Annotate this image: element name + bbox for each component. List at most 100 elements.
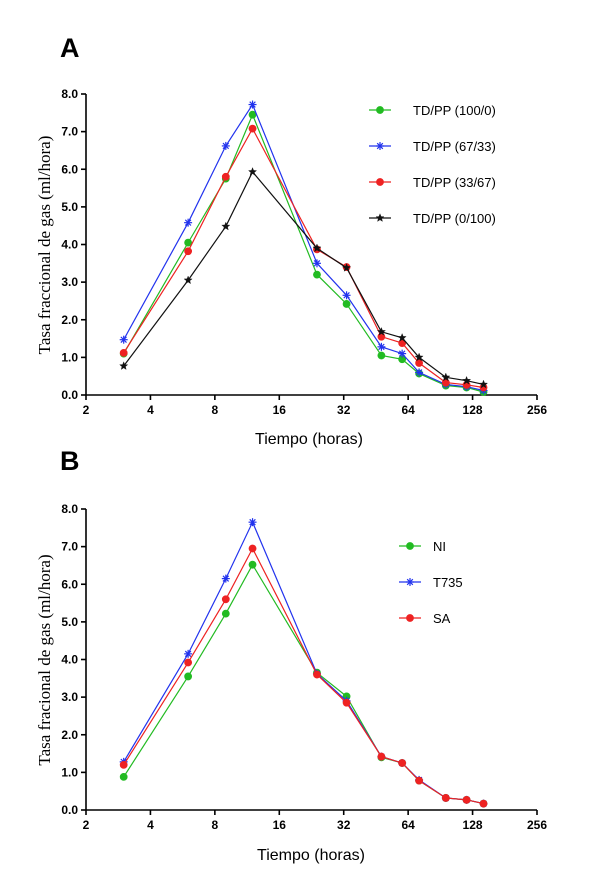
legend-label: TD/PP (33/67) xyxy=(413,175,496,190)
data-point xyxy=(377,752,386,761)
y-tick-label: 7.0 xyxy=(61,540,78,554)
x-tick-label: 4 xyxy=(147,403,154,417)
series-2 xyxy=(119,544,488,808)
data-point xyxy=(377,351,386,360)
y-tick-label: 4.0 xyxy=(61,238,78,252)
y-tick-label: 8.0 xyxy=(61,502,78,516)
data-point-stroke xyxy=(184,650,192,658)
y-tick-label: 2.0 xyxy=(61,313,78,327)
series-line xyxy=(123,547,484,805)
x-tick-label: 64 xyxy=(401,403,415,417)
data-point xyxy=(342,263,352,272)
y-tick-label: 3.0 xyxy=(61,275,78,289)
data-point xyxy=(119,772,128,781)
legend-label: TD/PP (0/100) xyxy=(413,211,496,226)
x-axis-label-b: Tiempo (horas) xyxy=(257,847,365,864)
data-point-stroke xyxy=(415,369,423,376)
data-point-stroke xyxy=(222,575,230,582)
x-tick-label: 16 xyxy=(273,818,287,832)
y-tick-label: 5.0 xyxy=(61,200,78,214)
data-point xyxy=(119,348,128,357)
data-point xyxy=(441,794,450,802)
legend-marker xyxy=(376,106,384,114)
data-point xyxy=(377,332,386,341)
legend-entry: TD/PP (33/67) xyxy=(369,175,496,190)
panel-label-b: B xyxy=(60,446,80,476)
series-layer-b xyxy=(119,518,488,808)
series-1 xyxy=(119,518,488,808)
data-point xyxy=(248,100,257,109)
data-point xyxy=(184,247,193,256)
data-point xyxy=(184,672,193,681)
data-point xyxy=(377,342,386,351)
data-point xyxy=(462,795,471,804)
legend-entry: SA xyxy=(399,611,451,626)
data-point xyxy=(248,544,257,553)
legend-label: SA xyxy=(433,611,451,626)
data-point xyxy=(397,333,407,342)
y-axis-label-b: Tasa fracional de gas (ml/hora) xyxy=(35,554,54,765)
y-tick-label: 0.0 xyxy=(61,803,78,817)
data-point xyxy=(312,243,322,253)
data-point xyxy=(376,327,386,336)
legend-label: T735 xyxy=(433,575,463,590)
y-tick-label: 6.0 xyxy=(61,577,78,591)
x-tick-label: 256 xyxy=(527,818,547,832)
legend-marker xyxy=(376,178,384,186)
axes-b: 0.0 1.0 2.0 3.0 4.0 5.0 6.0 7.0 8.0 2 4 8 16 32 64 128 2… xyxy=(61,502,547,832)
legend-marker xyxy=(406,614,414,622)
legend-a: TD/PP (100/0) TD/PP (67/33) TD/PP (33/67) T… xyxy=(369,103,496,226)
data-point-stroke xyxy=(313,260,321,267)
y-tick-label: 1.0 xyxy=(61,350,78,364)
data-point-stroke xyxy=(249,101,256,108)
data-point xyxy=(248,167,258,176)
data-point xyxy=(221,574,230,583)
data-point xyxy=(398,349,407,358)
data-point xyxy=(479,379,489,389)
data-point xyxy=(415,359,423,367)
legend-entry: T735 xyxy=(399,575,463,590)
data-point xyxy=(184,658,193,667)
legend-marker-stroke xyxy=(406,578,414,586)
data-point xyxy=(221,221,231,231)
data-point xyxy=(313,670,321,679)
legend-entry: TD/PP (67/33) xyxy=(369,139,496,154)
data-point xyxy=(248,124,257,133)
x-axis-label-a: Tiempo (horas) xyxy=(255,431,363,448)
x-tick-label: 64 xyxy=(401,818,415,832)
x-tick-label: 8 xyxy=(212,818,219,832)
y-tick-label: 4.0 xyxy=(61,653,78,667)
data-point xyxy=(342,300,351,308)
data-point xyxy=(398,759,407,767)
data-point xyxy=(441,378,450,387)
panel-label-a: A xyxy=(60,33,80,63)
data-point xyxy=(415,368,424,377)
data-point xyxy=(313,270,321,279)
data-point-stroke xyxy=(184,219,192,226)
legend-label: TD/PP (67/33) xyxy=(413,139,496,154)
panel-b: B Tasa fracional de gas (ml/hora) Tiempo… xyxy=(35,446,547,864)
data-point xyxy=(441,372,451,382)
data-point xyxy=(184,218,193,227)
x-tick-label: 128 xyxy=(463,403,483,417)
data-point xyxy=(342,698,351,707)
data-point-stroke xyxy=(343,292,350,299)
series-2 xyxy=(119,124,488,392)
series-3 xyxy=(119,167,489,389)
legend-entry: NI xyxy=(399,539,446,554)
data-point xyxy=(248,518,257,527)
data-point xyxy=(248,560,257,569)
panel-a: A Tasa fraccional de gas (ml/hora) Tiemp… xyxy=(35,33,547,448)
data-point xyxy=(221,595,230,604)
y-tick-label: 0.0 xyxy=(61,388,78,402)
y-tick-label: 1.0 xyxy=(61,765,78,779)
axes-a: 0.0 1.0 2.0 3.0 4.0 5.0 6.0 7.0 8.0 2 4 8 16 32 64 128 2… xyxy=(61,87,547,417)
x-tick-label: 2 xyxy=(83,818,90,832)
data-point xyxy=(119,335,128,344)
x-tick-label: 256 xyxy=(527,403,547,417)
series-line xyxy=(123,127,484,389)
y-tick-label: 3.0 xyxy=(61,690,78,704)
data-point xyxy=(312,259,321,268)
legend-marker xyxy=(406,578,414,586)
x-tick-label: 16 xyxy=(273,403,287,417)
